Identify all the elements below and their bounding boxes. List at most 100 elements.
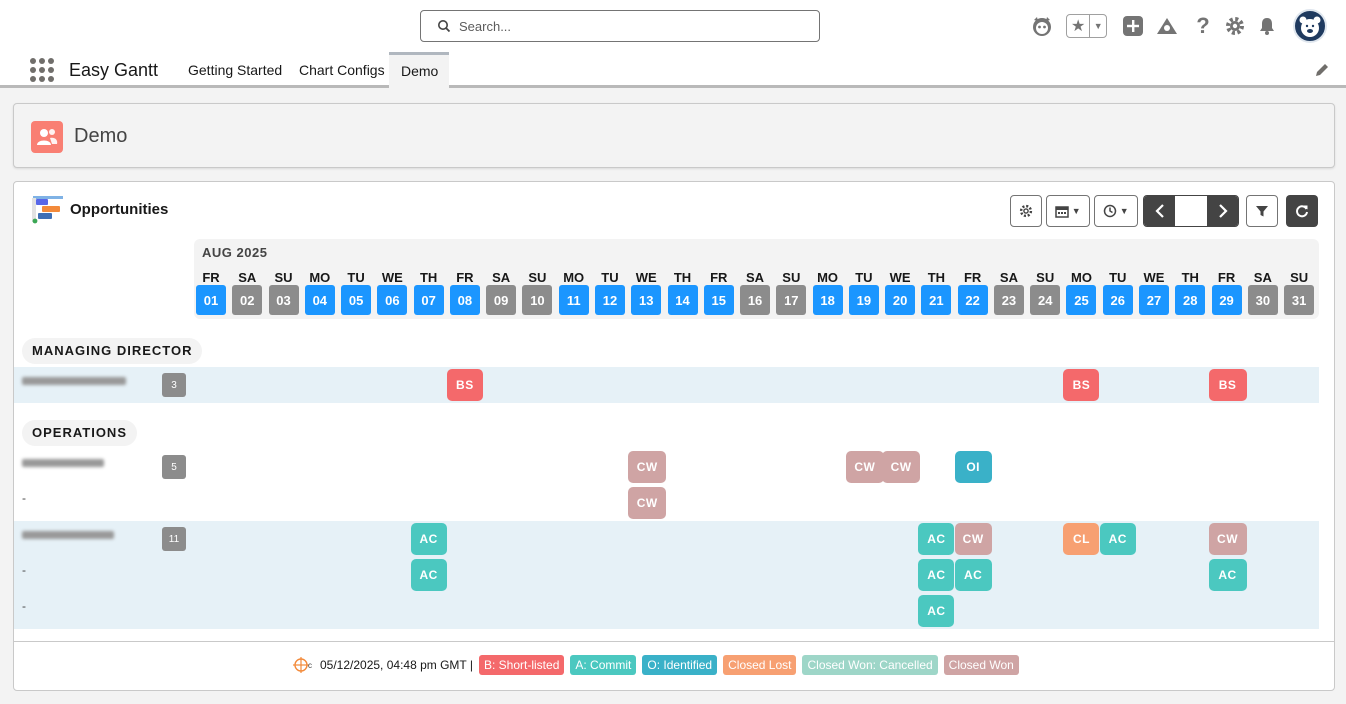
group-operations: OPERATIONS — [22, 420, 137, 446]
opportunity-tag[interactable]: AC — [918, 523, 955, 555]
day-number-cell[interactable]: 27 — [1139, 285, 1170, 315]
legend-closed-won-cancelled: Closed Won: Cancelled — [802, 655, 938, 675]
day-number-cell[interactable]: 14 — [667, 285, 698, 315]
day-of-week-label: SA — [999, 270, 1018, 285]
chevron-left-icon — [1154, 204, 1164, 218]
day-number-cell[interactable]: 08 — [449, 285, 480, 315]
opportunity-tag[interactable]: CW — [628, 451, 667, 483]
day-number-cell[interactable]: 13 — [631, 285, 662, 315]
edit-nav-pencil-icon[interactable] — [1314, 62, 1330, 78]
day-of-week-label: TU — [855, 270, 873, 285]
refresh-button[interactable] — [1286, 195, 1318, 227]
legend-short-listed: B: Short-listed — [479, 655, 565, 675]
day-of-week-label: SU — [274, 270, 293, 285]
day-of-week-label: TH — [1181, 270, 1199, 285]
day-number-cell[interactable]: 05 — [341, 285, 372, 315]
tab-chart-configs[interactable]: Chart Configs — [299, 62, 385, 78]
tab-getting-started[interactable]: Getting Started — [188, 62, 283, 78]
day-number-cell[interactable]: 09 — [486, 285, 517, 315]
astro-icon[interactable] — [1030, 13, 1054, 39]
next-button[interactable] — [1207, 196, 1238, 226]
day-of-week-label: TU — [347, 270, 365, 285]
gear-icon — [1019, 204, 1033, 218]
day-number-cell[interactable]: 31 — [1284, 285, 1315, 315]
day-of-week-label: MO — [817, 270, 839, 285]
day-number-cell[interactable]: 12 — [594, 285, 625, 315]
day-number-cell[interactable]: 26 — [1102, 285, 1133, 315]
opportunity-tag[interactable]: BS — [1208, 369, 1247, 401]
opportunity-tag[interactable]: BS — [1063, 369, 1100, 401]
record-count-badge: 3 — [162, 373, 186, 397]
opportunity-tag[interactable]: AC — [918, 559, 955, 591]
gantt-title: Opportunities — [70, 201, 169, 218]
day-of-week-label: FR — [710, 270, 728, 285]
row-sublabel: - — [22, 599, 26, 613]
day-number-cell[interactable]: 15 — [703, 285, 734, 315]
opportunity-tag[interactable]: OI — [954, 451, 992, 483]
search-icon — [438, 20, 451, 33]
svg-text:c: c — [308, 661, 312, 670]
opportunity-tag[interactable]: AC — [954, 559, 992, 591]
help-icon[interactable]: ? — [1196, 13, 1210, 38]
opportunity-tag[interactable]: BS — [446, 369, 483, 401]
day-number-cell[interactable]: 25 — [1066, 285, 1097, 315]
user-avatar[interactable] — [1293, 9, 1327, 43]
day-of-week-label: SU — [1290, 270, 1309, 285]
day-of-week-label: SU — [782, 270, 801, 285]
today-button[interactable] — [1175, 196, 1207, 226]
day-number-cell[interactable]: 02 — [232, 285, 263, 315]
day-of-week-label: WE — [1143, 270, 1165, 285]
day-number-cell[interactable]: 19 — [848, 285, 879, 315]
day-of-week-label: WE — [889, 270, 911, 285]
opportunity-tag[interactable]: AC — [410, 559, 447, 591]
calendar-dropdown-button[interactable]: ▼ — [1046, 195, 1090, 227]
day-number-cell[interactable]: 01 — [196, 285, 226, 315]
opportunity-tag[interactable]: AC — [410, 523, 447, 555]
day-number-cell[interactable]: 16 — [740, 285, 771, 315]
time-dropdown-button[interactable]: ▼ — [1094, 195, 1138, 227]
day-number-cell[interactable]: 29 — [1211, 285, 1242, 315]
day-number-cell[interactable]: 11 — [558, 285, 589, 315]
day-number-cell[interactable]: 17 — [776, 285, 807, 315]
filter-button[interactable] — [1246, 195, 1278, 227]
opportunity-tag[interactable]: CW — [1208, 523, 1247, 555]
day-number-cell[interactable]: 23 — [993, 285, 1024, 315]
opportunity-tag[interactable]: CL — [1063, 523, 1100, 555]
day-number-cell[interactable]: 20 — [885, 285, 916, 315]
trailhead-icon[interactable] — [1155, 13, 1179, 39]
day-number-cell[interactable]: 21 — [921, 285, 952, 315]
day-of-week-label: SA — [492, 270, 511, 285]
previous-button[interactable] — [1144, 196, 1175, 226]
day-of-week-label: SU — [528, 270, 547, 285]
day-number-cell[interactable]: 28 — [1175, 285, 1206, 315]
notification-bell-icon[interactable] — [1255, 13, 1279, 39]
setup-gear-icon[interactable] — [1223, 13, 1247, 39]
opportunity-tag[interactable]: CW — [845, 451, 884, 483]
add-icon[interactable] — [1121, 13, 1145, 39]
day-number-cell[interactable]: 03 — [268, 285, 299, 315]
tab-demo[interactable]: Demo — [389, 52, 449, 88]
day-number-cell[interactable]: 30 — [1247, 285, 1278, 315]
day-number-cell[interactable]: 24 — [1030, 285, 1061, 315]
opportunity-tag[interactable]: AC — [918, 595, 955, 627]
day-number-cell[interactable]: 06 — [377, 285, 408, 315]
opportunity-tag[interactable]: CW — [954, 523, 992, 555]
day-of-week-label: SA — [238, 270, 257, 285]
search-input[interactable]: Search... — [420, 10, 820, 42]
day-of-week-label: TH — [927, 270, 946, 285]
record-count-badge: 11 — [162, 527, 186, 551]
day-number-cell[interactable]: 10 — [522, 285, 553, 315]
opportunity-tag[interactable]: AC — [1208, 559, 1247, 591]
day-number-cell[interactable]: 07 — [413, 285, 444, 315]
day-number-cell[interactable]: 22 — [957, 285, 988, 315]
opportunity-tag[interactable]: AC — [1099, 523, 1136, 555]
opportunity-tag[interactable]: CW — [628, 487, 667, 519]
redacted-name — [22, 459, 104, 467]
settings-button[interactable] — [1010, 195, 1042, 227]
opportunity-tag[interactable]: CW — [882, 451, 921, 483]
day-number-cell[interactable]: 18 — [812, 285, 843, 315]
app-launcher-icon[interactable] — [30, 58, 54, 82]
day-number-cell[interactable]: 04 — [304, 285, 335, 315]
favorites-button[interactable]: ★ ▼ — [1066, 14, 1107, 38]
day-of-week-label: FR — [456, 270, 474, 285]
